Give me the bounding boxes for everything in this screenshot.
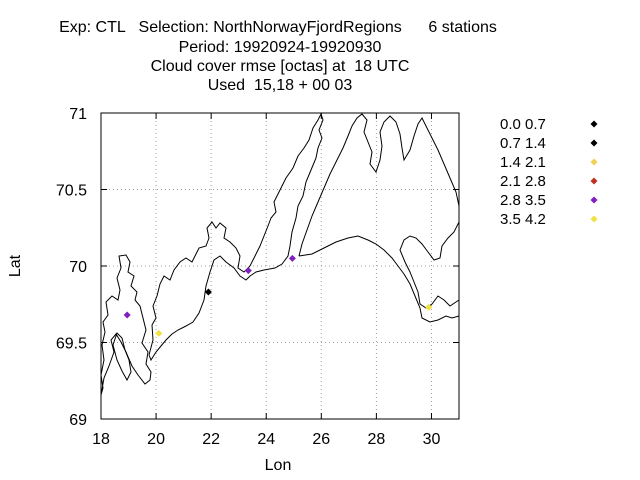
legend-marker <box>590 215 598 223</box>
data-point <box>425 303 433 311</box>
data-point <box>155 329 163 337</box>
coastline-west <box>100 254 152 396</box>
legend-label: 0.7 1.4 <box>500 135 546 152</box>
data-point <box>204 288 212 296</box>
title-line-3: Cloud cover rmse [octas] at 18 UTC <box>151 58 410 75</box>
legend-marker <box>590 139 598 147</box>
title-line-4: Used 15,18 + 00 03 <box>208 77 353 94</box>
x-tick-label: 20 <box>147 431 165 448</box>
legend-marker <box>590 120 598 128</box>
y-tick-label: 70 <box>69 259 87 276</box>
y-tick-label: 69 <box>69 412 87 429</box>
y-tick-label: 71 <box>69 106 87 123</box>
x-axis-label: Lon <box>265 457 292 474</box>
legend-label: 0.0 0.7 <box>500 116 546 133</box>
legend-label: 2.8 3.5 <box>500 192 546 209</box>
legend-marker <box>590 196 598 204</box>
y-tick-label: 70.5 <box>56 183 87 200</box>
data-points <box>123 254 433 337</box>
legend-label: 1.4 2.1 <box>500 154 546 171</box>
x-tick-label: 26 <box>312 431 330 448</box>
x-ticks: 18 20 22 24 26 28 30 <box>92 113 440 448</box>
legend-marker <box>590 177 598 185</box>
title-line-2: Period: 19920924-19920930 <box>179 39 382 56</box>
legend-marker <box>590 158 598 166</box>
chart-title: Exp: CTL Selection: NorthNorwayFjordRegi… <box>59 19 497 94</box>
data-point <box>288 254 296 262</box>
legend: 0.0 0.7 0.7 1.4 1.4 2.1 2.1 2.8 2.8 3.5 3.5 4… <box>500 116 598 228</box>
x-tick-label: 18 <box>92 431 110 448</box>
legend-label: 2.1 2.8 <box>500 173 546 190</box>
coastline-map <box>100 112 460 396</box>
x-tick-label: 22 <box>202 431 220 448</box>
legend-label: 3.5 4.2 <box>500 211 546 228</box>
x-tick-label: 30 <box>423 431 441 448</box>
grid <box>101 113 459 419</box>
title-line-1: Exp: CTL Selection: NorthNorwayFjordRegi… <box>59 19 497 36</box>
x-tick-label: 28 <box>367 431 385 448</box>
x-tick-label: 24 <box>257 431 275 448</box>
y-ticks: 69 69.5 70 70.5 71 <box>56 106 459 429</box>
data-point <box>123 311 131 319</box>
data-point <box>244 267 252 275</box>
coastline-mid <box>148 112 324 362</box>
coastline-east <box>298 113 460 323</box>
y-tick-label: 69.5 <box>56 336 87 353</box>
y-axis-label: Lat <box>7 254 24 277</box>
coastline-inner-west <box>112 332 132 382</box>
